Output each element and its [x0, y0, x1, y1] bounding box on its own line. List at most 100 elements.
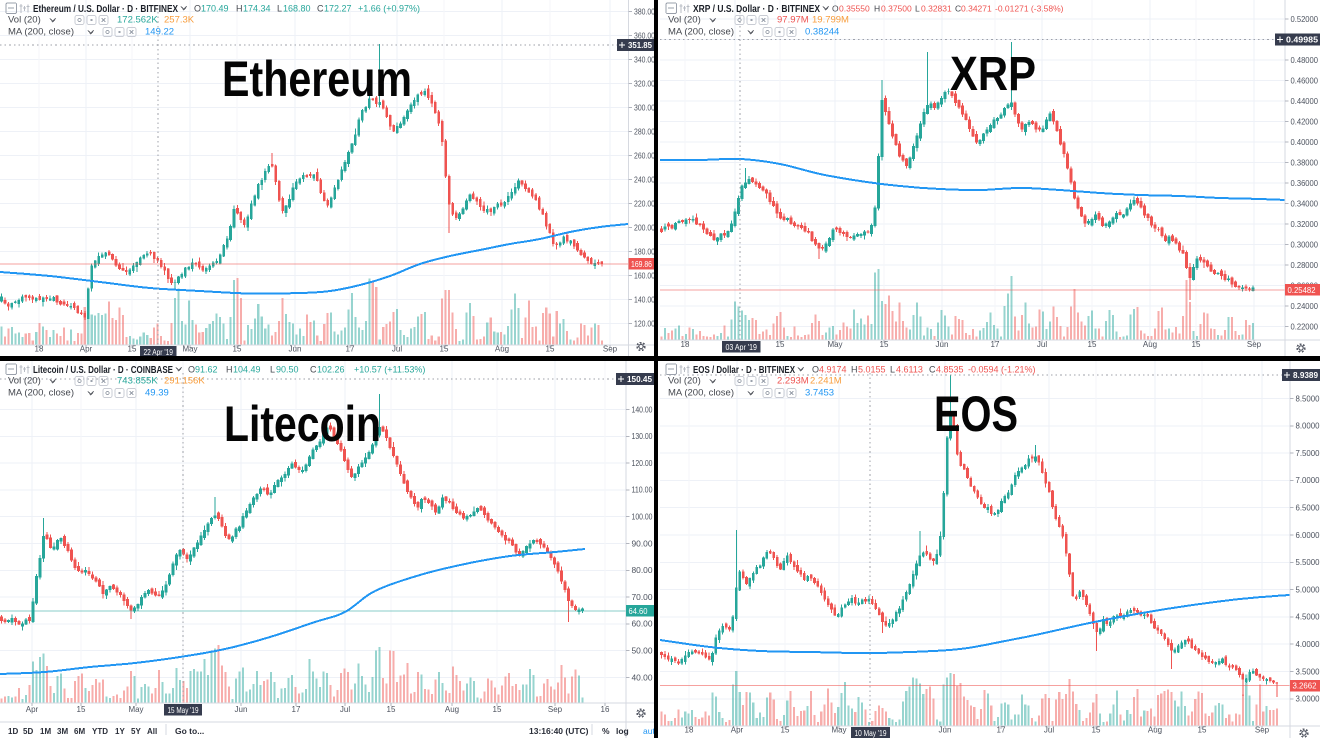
- svg-text:200.00: 200.00: [634, 223, 654, 232]
- svg-text:Litecoin / U.S. Dollar · D · C: Litecoin / U.S. Dollar · D · COINBASE: [33, 364, 173, 376]
- svg-text:15: 15: [781, 726, 790, 735]
- svg-text:17: 17: [346, 345, 355, 354]
- svg-text:5.0155: 5.0155: [858, 365, 886, 375]
- svg-text:XRP: XRP: [950, 48, 1036, 101]
- svg-text:0.36000: 0.36000: [1291, 179, 1319, 188]
- svg-text:17: 17: [292, 705, 301, 714]
- svg-text:C: C: [955, 4, 961, 14]
- svg-text:L: L: [890, 365, 895, 375]
- svg-text:260.00: 260.00: [634, 151, 654, 160]
- svg-text:110.00: 110.00: [632, 486, 653, 495]
- svg-text:8.0000: 8.0000: [1296, 422, 1320, 431]
- svg-text:0.52000: 0.52000: [1291, 15, 1319, 24]
- svg-text:0.35550: 0.35550: [839, 4, 870, 14]
- svg-text:97.97M: 97.97M: [777, 15, 809, 26]
- svg-text:0.38244: 0.38244: [805, 27, 839, 38]
- svg-text:80.00: 80.00: [632, 566, 654, 575]
- svg-text:1M: 1M: [40, 727, 51, 736]
- svg-text:0.42000: 0.42000: [1291, 117, 1319, 126]
- svg-text:Litecoin: Litecoin: [224, 396, 381, 452]
- svg-text:0.22000: 0.22000: [1291, 322, 1319, 331]
- svg-text:140.00: 140.00: [632, 405, 653, 414]
- svg-text:C: C: [310, 365, 317, 375]
- svg-text:Jul: Jul: [1044, 726, 1054, 735]
- svg-text:0.32831: 0.32831: [921, 4, 952, 14]
- svg-text:170.49: 170.49: [201, 4, 229, 14]
- svg-text:18: 18: [35, 345, 44, 354]
- svg-text:340.00: 340.00: [634, 55, 654, 64]
- svg-text:160.00: 160.00: [634, 271, 654, 280]
- svg-text:15: 15: [387, 705, 396, 714]
- svg-text:0.25482: 0.25482: [1288, 286, 1317, 295]
- svg-text:Jul: Jul: [340, 705, 350, 714]
- svg-text:-0.0594 (-1.21%): -0.0594 (-1.21%): [968, 365, 1036, 375]
- svg-text:15: 15: [1092, 726, 1101, 735]
- svg-text:60.00: 60.00: [632, 620, 654, 629]
- svg-text:Aug: Aug: [445, 705, 459, 714]
- svg-text:104.49: 104.49: [233, 365, 261, 375]
- svg-text:May: May: [827, 340, 842, 349]
- svg-text:Sep: Sep: [1255, 726, 1270, 735]
- svg-text:7.5000: 7.5000: [1296, 449, 1320, 458]
- svg-text:Apr: Apr: [80, 345, 93, 354]
- svg-text:Jul: Jul: [1037, 340, 1047, 349]
- svg-text:All: All: [147, 727, 157, 736]
- svg-text:L: L: [270, 365, 275, 375]
- svg-text:150.45: 150.45: [627, 374, 652, 384]
- svg-text:90.50: 90.50: [276, 365, 299, 375]
- svg-text:Sep: Sep: [1247, 340, 1262, 349]
- svg-text:MA (200, close): MA (200, close): [8, 27, 74, 38]
- svg-text:1Y: 1Y: [115, 727, 125, 736]
- svg-text:0.48000: 0.48000: [1291, 56, 1319, 65]
- svg-text:4.0000: 4.0000: [1296, 640, 1320, 649]
- svg-text:Jun: Jun: [939, 726, 952, 735]
- svg-text:280.00: 280.00: [634, 127, 654, 136]
- svg-text:Jun: Jun: [235, 705, 248, 714]
- svg-text:240.00: 240.00: [634, 175, 654, 184]
- svg-text:90.00: 90.00: [632, 539, 654, 548]
- svg-text:120.00: 120.00: [632, 459, 653, 468]
- svg-text:5.5000: 5.5000: [1296, 558, 1320, 567]
- svg-text:102.26: 102.26: [317, 365, 345, 375]
- svg-text:Jul: Jul: [392, 345, 402, 354]
- svg-text:149.22: 149.22: [145, 27, 174, 38]
- svg-text:40.00: 40.00: [632, 673, 654, 682]
- svg-text:H: H: [851, 365, 858, 375]
- svg-text:130.00: 130.00: [632, 432, 653, 441]
- svg-text:180.00: 180.00: [634, 247, 654, 256]
- svg-text:100.00: 100.00: [632, 513, 653, 522]
- svg-text:5Y: 5Y: [131, 727, 141, 736]
- svg-text:91.62: 91.62: [195, 365, 218, 375]
- svg-text:15: 15: [77, 705, 86, 714]
- svg-text:O: O: [832, 4, 839, 14]
- svg-text:H: H: [226, 365, 233, 375]
- svg-text:380.00: 380.00: [634, 7, 654, 16]
- svg-text:15: 15: [1192, 340, 1201, 349]
- svg-text:C: C: [929, 365, 936, 375]
- svg-text:0.40000: 0.40000: [1291, 138, 1319, 147]
- svg-text:Aug: Aug: [1148, 726, 1162, 735]
- svg-text:O: O: [194, 4, 201, 14]
- svg-text:Apr: Apr: [731, 726, 744, 735]
- svg-text:174.34: 174.34: [243, 4, 271, 14]
- svg-text:XRP / U.S. Dollar · D · BITFIN: XRP / U.S. Dollar · D · BITFINEX: [693, 3, 820, 15]
- svg-text:4.6113: 4.6113: [896, 365, 923, 375]
- svg-text:169.86: 169.86: [631, 260, 652, 269]
- svg-text:4.5000: 4.5000: [1296, 613, 1320, 622]
- svg-text:0.30000: 0.30000: [1291, 240, 1319, 249]
- svg-text:O: O: [188, 365, 195, 375]
- svg-text:+10.57 (+11.53%): +10.57 (+11.53%): [354, 365, 425, 375]
- svg-text:15: 15: [440, 345, 449, 354]
- svg-text:18: 18: [681, 340, 690, 349]
- svg-text:MA (200, close): MA (200, close): [668, 388, 734, 399]
- svg-text:0.38000: 0.38000: [1291, 158, 1319, 167]
- svg-text:Apr: Apr: [26, 705, 39, 714]
- svg-text:-0.01271 (-3.58%): -0.01271 (-3.58%): [995, 4, 1064, 14]
- svg-text:70.00: 70.00: [632, 593, 654, 602]
- svg-text:5D: 5D: [23, 727, 33, 736]
- svg-text:0.37500: 0.37500: [881, 4, 912, 14]
- svg-text:15: 15: [880, 340, 889, 349]
- svg-text:2.241M: 2.241M: [810, 376, 842, 387]
- svg-text:YTD: YTD: [92, 727, 108, 736]
- svg-text:0.34000: 0.34000: [1291, 199, 1319, 208]
